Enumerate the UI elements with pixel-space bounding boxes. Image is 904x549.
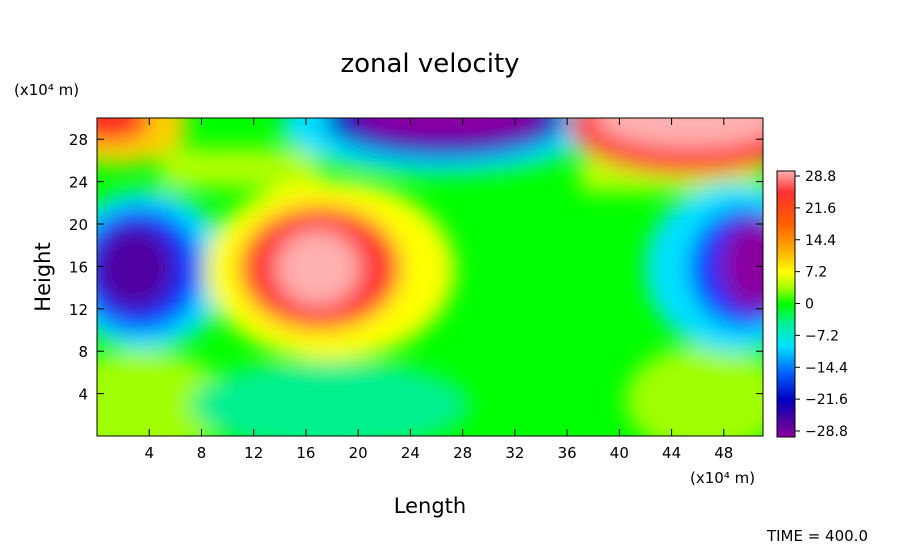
colorbar-label: −21.6 — [805, 392, 848, 408]
x-axis-label: Length — [394, 494, 466, 518]
y-axis-unit: (x10⁴ m) — [14, 81, 79, 99]
colorbar-labels: 28.8 21.6 14.4 7.2 0 −7.2 −14.4 −21.6 −28.8 — [795, 169, 848, 440]
y-tick-label: 28 — [69, 131, 88, 149]
x-tick-label: 28 — [453, 444, 472, 462]
x-tick-label: 44 — [662, 444, 681, 462]
x-tick-label: 16 — [296, 444, 315, 462]
colorbar-label: 21.6 — [805, 201, 836, 217]
y-tick-label: 16 — [69, 258, 88, 276]
time-label: TIME = 400.0 — [766, 527, 868, 544]
y-tick-label: 4 — [78, 386, 88, 404]
colorbar-label: 7.2 — [805, 265, 827, 281]
x-axis-ticks: 4 8 12 16 20 24 28 32 36 40 44 48 — [144, 118, 733, 462]
y-axis-ticks: 4 8 12 16 20 24 28 — [69, 131, 763, 404]
x-tick-label: 12 — [244, 444, 263, 462]
x-tick-label: 20 — [349, 444, 368, 462]
chart-title: zonal velocity — [340, 49, 519, 79]
y-tick-label: 12 — [69, 301, 88, 319]
colorbar-label: 14.4 — [805, 233, 836, 249]
colorbar-label: −7.2 — [805, 328, 839, 344]
plot-frame — [96, 117, 764, 437]
x-tick-label: 40 — [610, 444, 629, 462]
x-tick-label: 32 — [505, 444, 524, 462]
x-tick-label: 4 — [144, 444, 154, 462]
y-tick-label: 8 — [78, 343, 88, 361]
y-tick-label: 24 — [69, 174, 88, 192]
colorbar-label: −14.4 — [805, 360, 848, 376]
colorbar-label: −28.8 — [805, 424, 848, 440]
x-tick-label: 24 — [401, 444, 420, 462]
contour-field — [97, 118, 763, 436]
x-tick-label: 48 — [714, 444, 733, 462]
x-tick-label: 8 — [197, 444, 207, 462]
colorbar-label: 0 — [805, 297, 814, 313]
colorbar-label: 28.8 — [805, 169, 836, 185]
colorbar — [776, 170, 796, 438]
x-axis-unit: (x10⁴ m) — [690, 469, 755, 487]
y-axis-label: Height — [31, 242, 55, 311]
y-tick-label: 20 — [69, 216, 88, 234]
x-tick-label: 36 — [558, 444, 577, 462]
